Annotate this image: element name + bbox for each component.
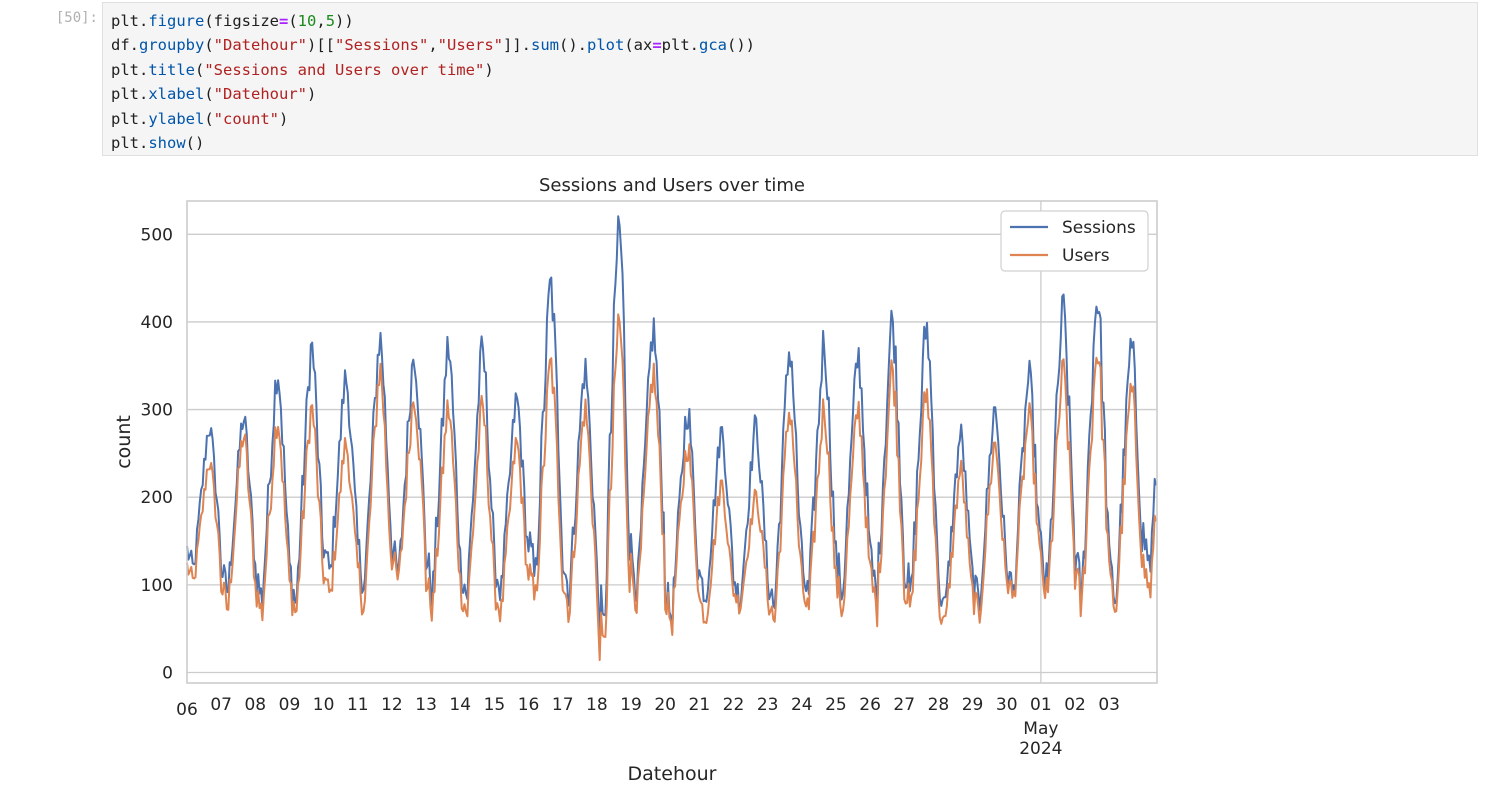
x-tick-label: 30 — [996, 695, 1018, 715]
chart-title: Sessions and Users over time — [539, 175, 805, 196]
code-line: plt.xlabel("Datehour") — [111, 85, 317, 104]
x-tick-sublabel: 2024 — [1019, 739, 1062, 759]
x-tick-label: 09 — [279, 695, 301, 715]
y-tick-label: 300 — [141, 401, 173, 421]
y-tick-label: 100 — [141, 576, 173, 596]
x-tick-label: 13 — [415, 695, 437, 715]
x-tick-label: 22 — [723, 695, 745, 715]
legend-label-users: Users — [1062, 246, 1110, 266]
code-line: df.groupby("Datehour")[["Sessions","User… — [111, 36, 755, 55]
x-tick-label: 08 — [244, 695, 266, 715]
x-tick-label: 26 — [859, 695, 881, 715]
y-axis-label: count — [113, 415, 135, 469]
code-line: plt.ylabel("count") — [111, 109, 289, 128]
legend-label-sessions: Sessions — [1062, 218, 1136, 238]
x-tick-label: 12 — [381, 695, 403, 715]
x-tick-label: 27 — [893, 695, 915, 715]
plot-area — [186, 200, 1158, 684]
legend: Sessions Users — [1000, 210, 1149, 272]
x-tick-label: 10 — [313, 695, 335, 715]
cell-prompt: [50]: — [55, 10, 98, 26]
x-tick-label: 28 — [928, 695, 950, 715]
x-tick-label: 07 — [210, 695, 232, 715]
y-tick-label: 500 — [141, 225, 173, 245]
x-axis-label: Datehour — [628, 763, 717, 785]
x-tick-label: 29 — [962, 695, 984, 715]
code-editor[interactable]: plt.figure(figsize=(10,5)) df.groupby("D… — [103, 3, 1477, 155]
y-tick-label: 0 — [162, 663, 173, 683]
x-tick-label: 06 — [176, 700, 198, 720]
code-line: plt.figure(figsize=(10,5)) — [111, 12, 354, 30]
series-line-users — [186, 313, 1158, 662]
x-tick-label: 14 — [449, 695, 471, 715]
x-tick-label: 11 — [347, 695, 369, 715]
x-tick-label: 20 — [654, 695, 676, 715]
code-line: plt.show() — [111, 134, 205, 153]
x-tick-label: 19 — [620, 695, 642, 715]
x-tick-label: 16 — [518, 695, 540, 715]
x-tick-sublabel: May — [1023, 719, 1058, 739]
code-cell[interactable]: plt.figure(figsize=(10,5)) df.groupby("D… — [102, 2, 1478, 156]
x-tick-label: 24 — [791, 695, 813, 715]
x-tick-label: 17 — [552, 695, 574, 715]
code-line: plt.title("Sessions and Users over time"… — [111, 60, 494, 79]
x-tick-label: 02 — [1064, 695, 1086, 715]
y-tick-label: 200 — [141, 488, 173, 508]
x-tick-label: 03 — [1098, 695, 1120, 715]
x-tick-label: 15 — [484, 695, 506, 715]
x-tick-label: 21 — [689, 695, 711, 715]
x-tick-label: 18 — [586, 695, 608, 715]
x-tick-label: 01 — [1030, 695, 1052, 715]
x-tick-label: 25 — [825, 695, 847, 715]
x-tick-label: 23 — [757, 695, 779, 715]
y-tick-label: 400 — [141, 313, 173, 333]
